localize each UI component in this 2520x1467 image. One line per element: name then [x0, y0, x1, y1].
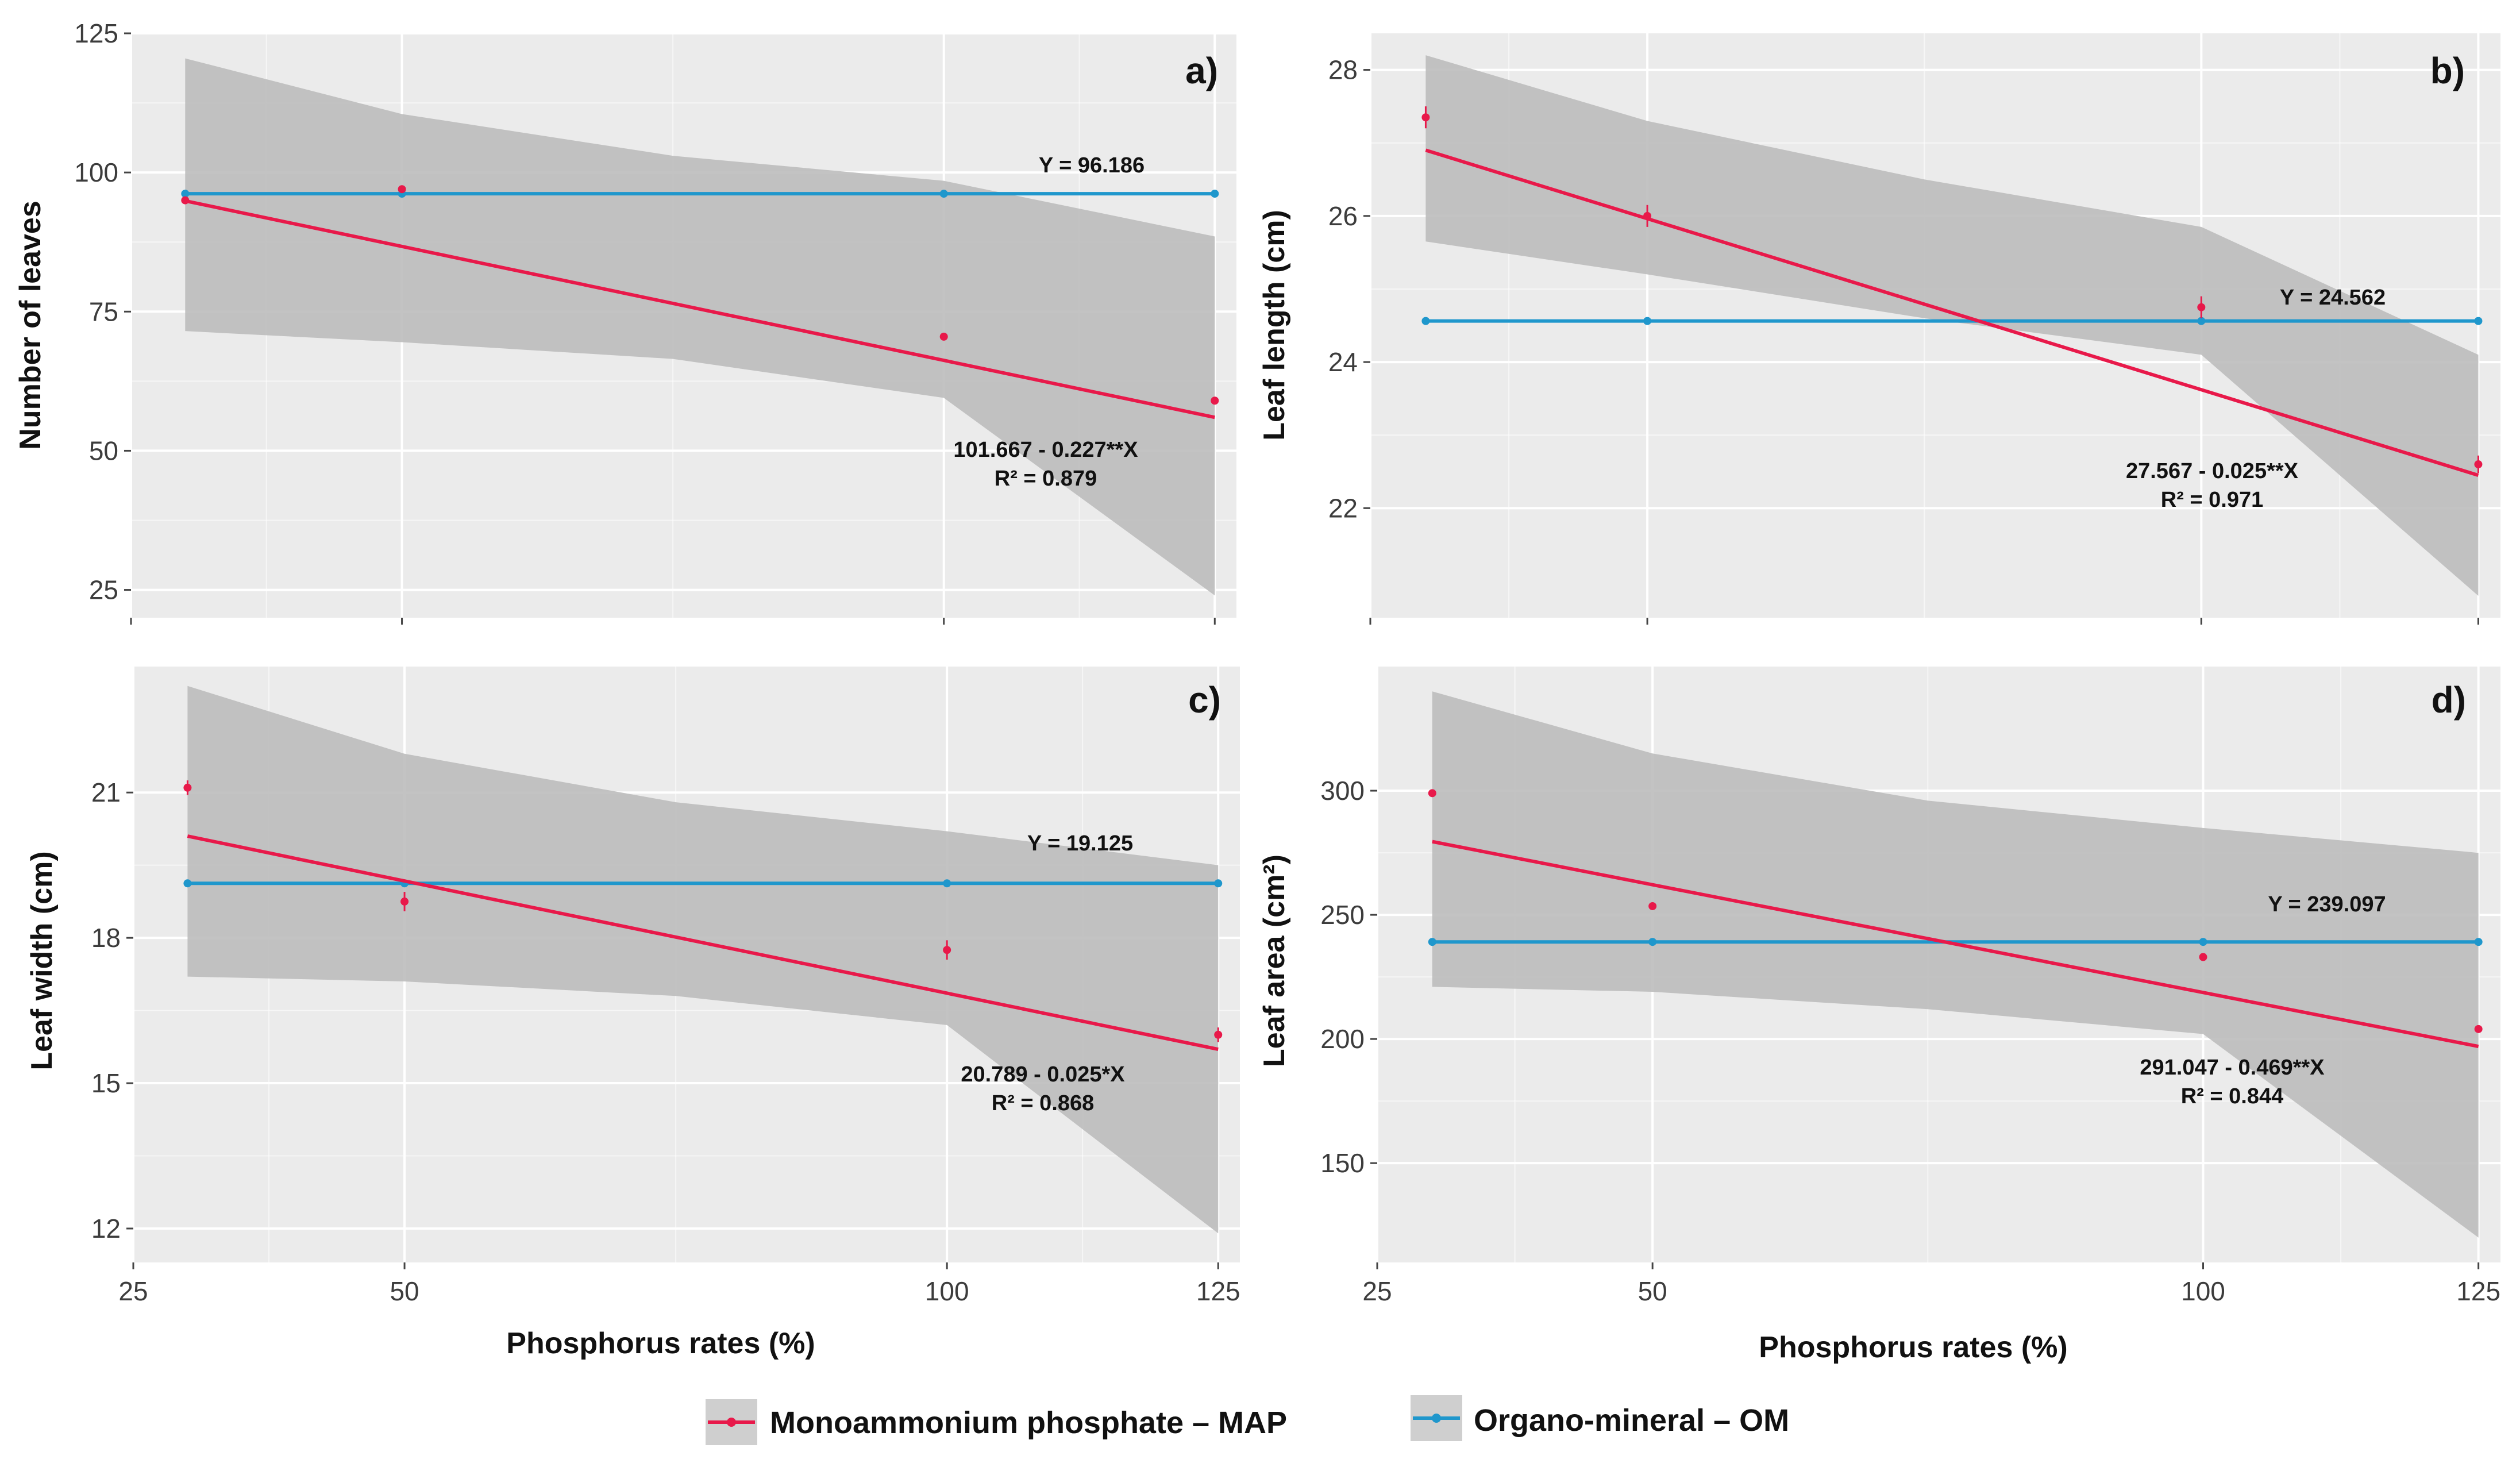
legend-item-om: Organo-mineral – OM [1411, 1395, 1789, 1441]
panel-a-om-point [939, 190, 948, 198]
panel-c-map-point [943, 946, 951, 954]
panel-d-x-tick-label: 125 [2456, 1276, 2500, 1306]
panel-a-regression-equation: 101.667 - 0.227**X [953, 438, 1138, 462]
panel-d-map-regression-line [1432, 840, 2479, 1049]
panel-c-y-tick-label: 15 [91, 1068, 121, 1098]
panel-a-r-squared: R² = 0.879 [995, 467, 1097, 491]
panel-d-regression-equation: 291.047 - 0.469**X [2140, 1056, 2325, 1080]
legend-item-map: Monoammonium phosphate – MAP [706, 1399, 1287, 1445]
panel-c-horizontal-equation: Y = 19.125 [1027, 831, 1133, 856]
panel-d-x-tick-label: 100 [2181, 1276, 2225, 1306]
panel-a-map-point [1211, 396, 1219, 405]
legend: Monoammonium phosphate – MAP Organo-mine… [706, 1395, 1789, 1445]
panel-b-map-regression-line [1425, 148, 2479, 477]
panel-b-confidence-band [1425, 55, 2479, 596]
panel-a-om-point [181, 190, 190, 198]
legend-label-om: Organo-mineral – OM [1474, 1403, 1789, 1438]
panel-c-om-point [943, 879, 951, 888]
legend-point-om [1432, 1414, 1441, 1423]
legend-label-map: Monoammonium phosphate – MAP [770, 1406, 1287, 1440]
panel-b-om-point [1421, 317, 1430, 325]
panel-d-map-point [1428, 789, 1436, 798]
panel-d-map-point [2199, 953, 2207, 961]
panel-c-y-tick-label: 18 [91, 923, 121, 953]
panel-a-y-tick-label: 25 [89, 575, 118, 605]
panel-d-om-point [1428, 938, 1436, 946]
panel-c-map-point [400, 897, 409, 906]
panel-b-map-point [1421, 113, 1430, 122]
panel-c-y-tick-label: 21 [91, 777, 121, 807]
panel-c-confidence-band [187, 686, 1219, 1234]
panel-c-om-point [1214, 879, 1223, 888]
panel-b-label: b) [2430, 50, 2465, 91]
panel-a-y-axis-title: Number of leaves [14, 201, 47, 450]
panel-d-y-tick-label: 200 [1320, 1024, 1365, 1054]
panel-c-map-point [183, 783, 192, 792]
panel-c-x-tick-label: 100 [925, 1276, 969, 1306]
panel-d-confidence-band [1432, 691, 2479, 1238]
panel-d-map-point [2474, 1025, 2483, 1033]
panel-c-map-regression-line [187, 834, 1219, 1051]
panel-d-x-tick-label: 50 [1638, 1276, 1667, 1306]
panel-c-x-tick-label: 25 [118, 1276, 148, 1306]
panel-a-horizontal-equation: Y = 96.186 [1039, 153, 1145, 178]
panel-b-om-point [2474, 317, 2483, 325]
panel-d-om-point [1648, 938, 1657, 946]
panel-d-om-point [2199, 938, 2207, 946]
panel-d-y-axis-title: Leaf area (cm²) [1258, 854, 1291, 1067]
panel-a-map-point [939, 332, 948, 341]
panel-d-y-tick-label: 150 [1320, 1148, 1365, 1178]
panel-c-r-squared: R² = 0.868 [992, 1091, 1095, 1115]
panel-b-y-tick-label: 22 [1328, 493, 1358, 523]
panel-b-map-point [2474, 460, 2483, 469]
panel-d-x-axis-title: Phosphorus rates (%) [1759, 1331, 2067, 1364]
panel-d-label: d) [2432, 679, 2466, 721]
panel-c-label: c) [1188, 679, 1221, 721]
panel-b-map-point [2197, 303, 2206, 311]
panel-d-horizontal-equation: Y = 239.097 [2268, 892, 2386, 917]
panel-a-y-tick-label: 100 [74, 157, 118, 187]
panel-c-y-axis-title: Leaf width (cm) [25, 851, 59, 1070]
panel-b-y-axis-title: Leaf length (cm) [1258, 210, 1291, 441]
panel-d-y-tick-label: 300 [1320, 776, 1365, 806]
panel-d-map-point [1648, 902, 1657, 910]
panel-c-x-axis-title: Phosphorus rates (%) [506, 1327, 815, 1360]
panel-c-om-point [183, 879, 192, 888]
panel-a-om-point [1211, 190, 1219, 198]
panel-c-y-tick-label: 12 [91, 1214, 121, 1243]
legend-point-map [727, 1418, 736, 1427]
panel-a-map-point [181, 196, 190, 205]
panel-b-y-tick-label: 28 [1328, 55, 1358, 85]
panel-c-regression-equation: 20.789 - 0.025*X [961, 1062, 1125, 1087]
panel-d-om-point [2474, 938, 2483, 946]
panel-d-leaf-area: Leaf area (cm²) d) Y = 239.097 291.047 -… [1258, 667, 2500, 1364]
panel-d-x-tick-label: 25 [1362, 1276, 1392, 1306]
panel-b-leaf-length: Leaf length (cm) b) Y = 24.562 27.567 - … [1258, 33, 2500, 625]
panel-d-r-squared: R² = 0.844 [2181, 1084, 2284, 1108]
panel-a-y-tick-label: 75 [89, 297, 118, 326]
panel-b-y-tick-label: 26 [1328, 201, 1358, 231]
panel-a-map-regression-line [184, 199, 1215, 419]
panel-c-x-tick-label: 50 [390, 1276, 419, 1306]
panel-b-map-point [1643, 211, 1652, 220]
panel-a-map-point [398, 185, 406, 194]
panel-d-y-tick-label: 250 [1320, 900, 1365, 930]
panel-c-map-point [1214, 1030, 1223, 1039]
panel-b-r-squared: R² = 0.971 [2161, 488, 2264, 512]
panel-a-y-tick-label: 125 [74, 18, 118, 48]
panel-b-regression-equation: 27.567 - 0.025**X [2126, 459, 2299, 483]
panel-b-y-tick-label: 24 [1328, 347, 1358, 377]
panel-b-om-point [1643, 317, 1652, 325]
panel-c-leaf-width: Leaf width (cm) c) Y = 19.125 20.789 - 0… [25, 667, 1240, 1360]
panel-a-y-tick-label: 50 [89, 436, 118, 465]
panel-a-label: a) [1185, 50, 1218, 91]
panel-b-horizontal-equation: Y = 24.562 [2280, 286, 2386, 310]
panel-a-number-of-leaves: Number of leaves a) Y = 96.186 101.667 -… [14, 18, 1236, 625]
panel-c-x-tick-label: 125 [1196, 1276, 1240, 1306]
panel-b-om-point [2197, 317, 2206, 325]
